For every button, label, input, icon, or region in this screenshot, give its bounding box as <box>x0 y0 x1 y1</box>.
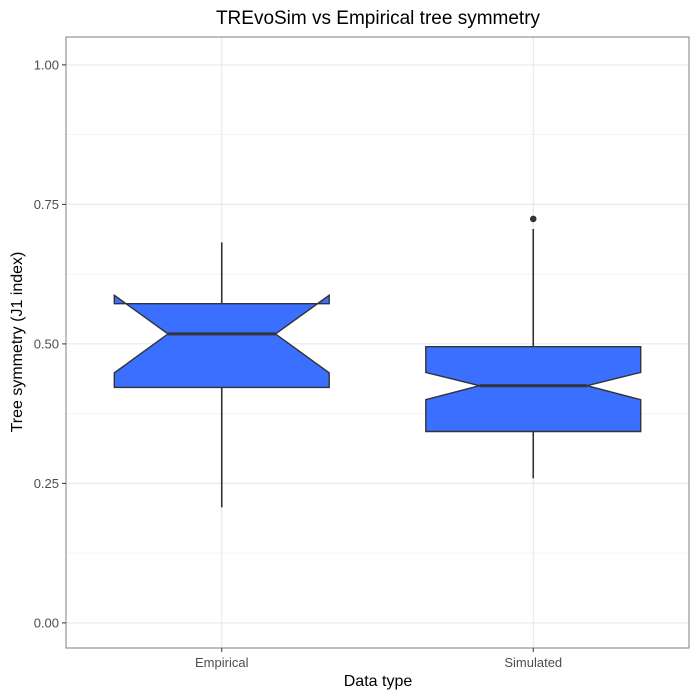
x-axis-title: Data type <box>344 673 413 690</box>
box-simulated <box>425 215 642 479</box>
plot-panel <box>65 36 690 649</box>
y-tick-label: 0.50 <box>34 336 59 351</box>
y-tick-label: 0.00 <box>34 615 59 630</box>
box-body <box>425 346 642 433</box>
box-body <box>113 293 330 389</box>
y-tick-label: 0.75 <box>34 197 59 212</box>
boxes <box>113 215 642 508</box>
y-axis-ticks: 0.00 0.25 0.50 0.75 1.00 <box>34 57 66 630</box>
x-tick-label: Simulated <box>504 655 562 670</box>
x-axis-ticks: Empirical Simulated <box>195 648 562 670</box>
outlier-point <box>529 215 537 223</box>
y-axis-title: Tree symmetry (J1 index) <box>9 252 26 433</box>
y-tick-label: 0.25 <box>34 476 59 491</box>
x-tick-label: Empirical <box>195 655 249 670</box>
box-empirical <box>113 242 330 508</box>
chart-title: TREvoSim vs Empirical tree symmetry <box>216 8 541 29</box>
y-tick-label: 1.00 <box>34 57 59 72</box>
